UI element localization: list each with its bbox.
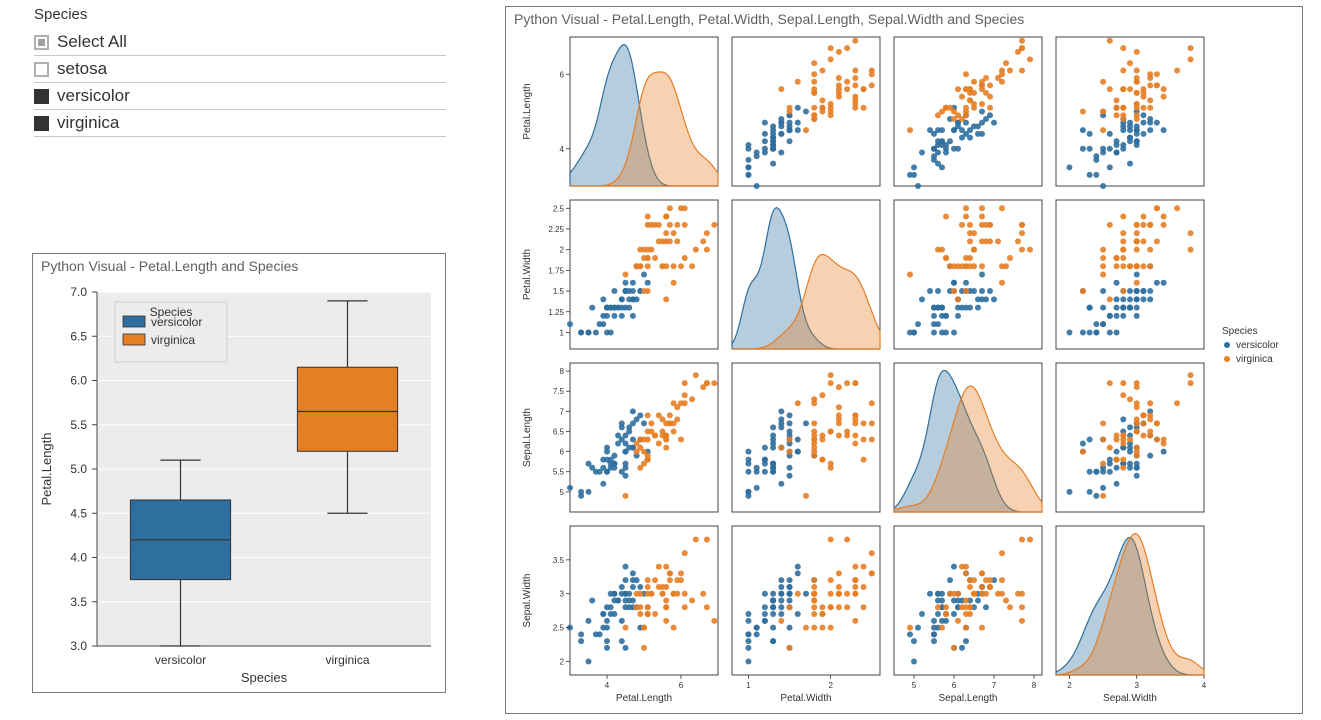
svg-text:8: 8 xyxy=(1032,681,1037,690)
svg-text:1: 1 xyxy=(746,681,751,690)
svg-text:versicolor: versicolor xyxy=(151,315,202,329)
svg-text:versicolor: versicolor xyxy=(1236,340,1279,351)
slicer-item-label: versicolor xyxy=(57,86,130,106)
svg-text:1.25: 1.25 xyxy=(548,308,564,317)
svg-text:6: 6 xyxy=(560,448,565,457)
slicer-title: Species xyxy=(34,6,446,23)
svg-text:6: 6 xyxy=(560,70,565,79)
boxplot-panel-title: Python Visual - Petal.Length and Species xyxy=(33,254,445,278)
svg-text:6.5: 6.5 xyxy=(70,329,87,343)
svg-text:2.25: 2.25 xyxy=(548,225,564,234)
slicer-item-versicolor[interactable]: versicolor xyxy=(34,83,446,110)
slicer-item-label: Select All xyxy=(57,32,127,52)
svg-text:6: 6 xyxy=(952,681,957,690)
svg-text:Sepal.Length: Sepal.Length xyxy=(522,408,533,467)
svg-text:4.0: 4.0 xyxy=(70,551,87,565)
slicer-item-virginica[interactable]: virginica xyxy=(34,110,446,137)
svg-text:6: 6 xyxy=(679,681,684,690)
svg-text:Petal.Length: Petal.Length xyxy=(39,432,54,505)
boxplot-visual-panel[interactable]: Python Visual - Petal.Length and Species… xyxy=(32,253,446,693)
svg-text:2: 2 xyxy=(560,657,565,666)
svg-text:2.5: 2.5 xyxy=(553,624,565,633)
svg-text:2: 2 xyxy=(1067,681,1072,690)
svg-text:2: 2 xyxy=(828,681,833,690)
slicer-item-select-all[interactable]: Select All xyxy=(34,29,446,56)
boxplot-chart: 3.0 3.5 4.0 4.5 5.0 5.5 6.0 6.5 7.0 versicolor vir… xyxy=(33,280,445,692)
svg-text:Sepal.Width: Sepal.Width xyxy=(522,574,533,628)
svg-text:7: 7 xyxy=(992,681,997,690)
svg-text:3: 3 xyxy=(1135,681,1140,690)
pairgrid-chart: 4 6 Petal.Length 1 1.25 1.5 1.75 2 2.25 2.5 Petal.… xyxy=(512,33,1296,707)
pairgrid-panel-title: Python Visual - Petal.Length, Petal.Widt… xyxy=(506,7,1302,31)
checkbox-icon[interactable] xyxy=(34,116,49,131)
svg-text:4: 4 xyxy=(605,681,610,690)
svg-text:4: 4 xyxy=(1202,681,1207,690)
svg-text:Species: Species xyxy=(241,670,288,685)
svg-text:8: 8 xyxy=(560,367,565,376)
svg-text:1.75: 1.75 xyxy=(548,266,564,275)
svg-text:Petal.Length: Petal.Length xyxy=(616,693,672,704)
svg-text:versicolor: versicolor xyxy=(155,653,206,667)
svg-text:6.0: 6.0 xyxy=(70,374,87,388)
svg-text:virginica: virginica xyxy=(151,333,195,347)
svg-text:5.5: 5.5 xyxy=(553,468,565,477)
svg-text:7.0: 7.0 xyxy=(70,285,87,299)
species-slicer: Species Select All setosa versicolor virgin… xyxy=(34,6,446,137)
slicer-item-label: virginica xyxy=(57,113,119,133)
svg-text:2.5: 2.5 xyxy=(553,204,565,213)
svg-text:3.5: 3.5 xyxy=(70,595,87,609)
svg-text:2: 2 xyxy=(560,246,565,255)
svg-text:3.5: 3.5 xyxy=(553,556,565,565)
svg-text:1: 1 xyxy=(560,328,565,337)
svg-text:Petal.Width: Petal.Width xyxy=(522,249,533,300)
checkbox-icon[interactable] xyxy=(34,62,49,77)
checkbox-icon[interactable] xyxy=(34,89,49,104)
svg-text:5: 5 xyxy=(912,681,917,690)
svg-text:5.5: 5.5 xyxy=(70,418,87,432)
svg-text:Sepal.Width: Sepal.Width xyxy=(1103,693,1157,704)
svg-text:6.5: 6.5 xyxy=(553,427,565,436)
pairgrid-visual-panel[interactable]: Python Visual - Petal.Length, Petal.Widt… xyxy=(505,6,1303,714)
svg-text:3: 3 xyxy=(560,590,565,599)
svg-text:5.0: 5.0 xyxy=(70,462,87,476)
checkbox-icon[interactable] xyxy=(34,35,49,50)
svg-text:virginica: virginica xyxy=(325,653,369,667)
svg-text:7.5: 7.5 xyxy=(553,387,565,396)
slicer-item-setosa[interactable]: setosa xyxy=(34,56,446,83)
svg-text:1.5: 1.5 xyxy=(553,287,565,296)
slicer-item-label: setosa xyxy=(57,59,107,79)
svg-text:Petal.Length: Petal.Length xyxy=(522,83,533,139)
svg-text:4: 4 xyxy=(560,145,565,154)
svg-text:Petal.Width: Petal.Width xyxy=(780,693,831,704)
svg-text:7: 7 xyxy=(560,407,565,416)
svg-text:Species: Species xyxy=(1222,326,1258,337)
svg-text:virginica: virginica xyxy=(1236,354,1273,365)
svg-text:3.0: 3.0 xyxy=(70,639,87,653)
svg-text:4.5: 4.5 xyxy=(70,506,87,520)
svg-text:Sepal.Length: Sepal.Length xyxy=(939,693,998,704)
svg-text:5: 5 xyxy=(560,488,565,497)
